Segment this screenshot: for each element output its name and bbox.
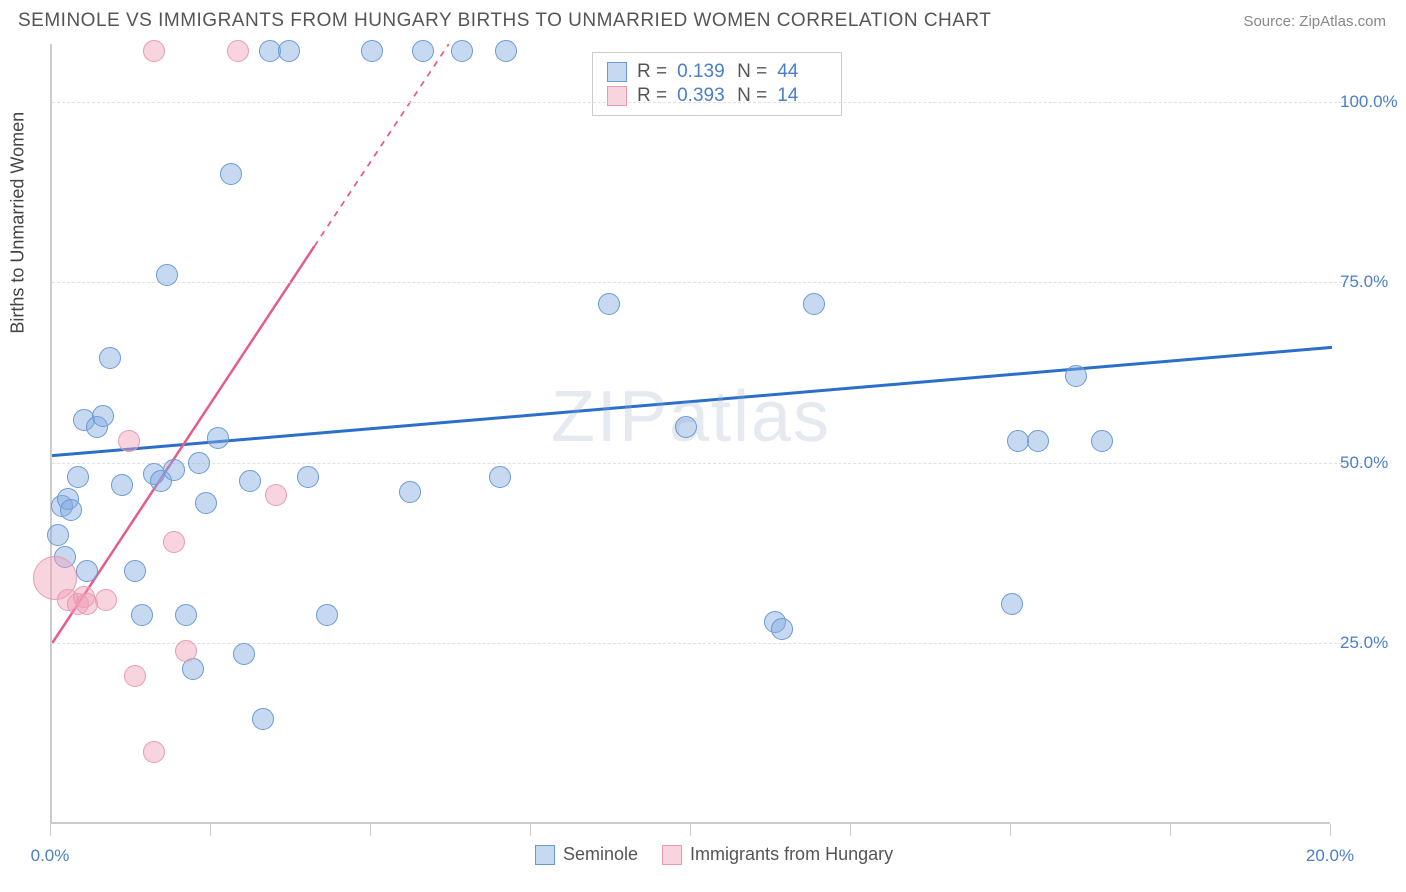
source-label: Source: ZipAtlas.com [1243,13,1386,30]
gridline [52,282,1362,283]
x-tick-label: 20.0% [1306,846,1354,866]
data-point [175,604,197,626]
x-tick [370,824,371,836]
y-tick-label: 50.0% [1340,453,1388,473]
x-tick [850,824,851,836]
stats-n-value: 14 [777,85,827,107]
data-point [278,40,300,62]
x-tick [50,824,51,836]
data-point [47,524,69,546]
stats-row: R = 0.139 N = 44 [607,61,827,83]
data-point [233,643,255,665]
stats-n-label: N = [737,85,767,107]
data-point [175,640,197,662]
stats-n-label: N = [737,61,767,83]
stats-r-label: R = [637,85,667,107]
bottom-legend: Seminole Immigrants from Hungary [535,844,893,865]
x-tick [690,824,691,836]
data-point [451,40,473,62]
data-point [124,665,146,687]
stats-r-value: 0.139 [677,61,727,83]
gridline [52,102,1362,103]
data-point [111,474,133,496]
data-point [163,459,185,481]
x-tick [1170,824,1171,836]
y-tick-label: 25.0% [1340,633,1388,653]
data-point [118,430,140,452]
x-tick [530,824,531,836]
legend-swatch [607,86,627,106]
data-point [99,347,121,369]
data-point [143,40,165,62]
data-point [675,416,697,438]
data-point [188,452,210,474]
data-point [143,741,165,763]
data-point [124,560,146,582]
stats-r-label: R = [637,61,667,83]
y-tick-label: 75.0% [1340,272,1388,292]
trendline-dashed [314,44,448,246]
legend-swatch [662,845,682,865]
data-point [399,481,421,503]
data-point [60,499,82,521]
y-axis-title: Births to Unmarried Women [8,112,29,334]
data-point [265,484,287,506]
data-point [163,531,185,553]
chart-container: ZIPatlas R =0.139N =44R =0.393N =14 Birt… [50,44,1360,824]
data-point [489,466,511,488]
x-tick [210,824,211,836]
y-tick-label: 100.0% [1340,92,1398,112]
trendline [52,347,1332,455]
legend-item: Immigrants from Hungary [662,844,893,865]
x-tick [1010,824,1011,836]
data-point [220,163,242,185]
gridline [52,463,1362,464]
data-point [297,466,319,488]
data-point [195,492,217,514]
legend-swatch [535,845,555,865]
data-point [803,293,825,315]
data-point [598,293,620,315]
stats-n-value: 44 [777,61,827,83]
data-point [316,604,338,626]
data-point [495,40,517,62]
data-point [156,264,178,286]
stats-r-value: 0.393 [677,85,727,107]
data-point [771,618,793,640]
trendline [52,246,314,643]
data-point [67,466,89,488]
legend-item: Seminole [535,844,638,865]
legend-label: Immigrants from Hungary [690,844,893,865]
data-point [361,40,383,62]
legend-swatch [607,62,627,82]
data-point [76,560,98,582]
data-point [95,589,117,611]
data-point [131,604,153,626]
data-point [1065,365,1087,387]
stats-row: R = 0.393 N = 14 [607,85,827,107]
data-point [412,40,434,62]
plot-area: ZIPatlas R =0.139N =44R =0.393N =14 [50,44,1330,824]
data-point [207,427,229,449]
data-point [227,40,249,62]
stats-legend: R = 0.139 N = 44 R = 0.393 N = 14 [592,52,842,116]
data-point [252,708,274,730]
data-point [1091,430,1113,452]
data-point [92,405,114,427]
data-point [1027,430,1049,452]
x-tick [1330,824,1331,836]
data-point [1001,593,1023,615]
chart-title: SEMINOLE VS IMMIGRANTS FROM HUNGARY BIRT… [18,10,991,32]
x-tick-label: 0.0% [31,846,70,866]
legend-label: Seminole [563,844,638,865]
data-point [239,470,261,492]
